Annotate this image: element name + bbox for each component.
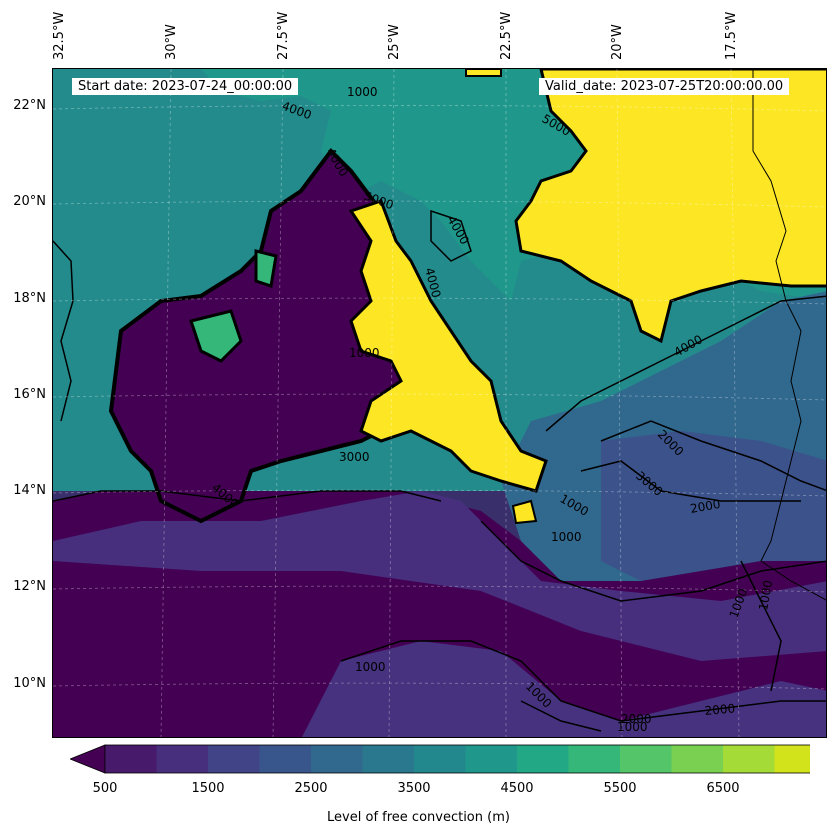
lat-label-14n: 14°N bbox=[13, 483, 46, 498]
contour-east-2000 bbox=[600, 420, 826, 492]
gridline-lat-10 bbox=[53, 682, 826, 690]
region-green-island-2 bbox=[254, 249, 278, 288]
lat-label-16n: 16°N bbox=[13, 387, 46, 402]
colorbar-segment bbox=[414, 745, 466, 773]
colorbar-segment bbox=[774, 745, 810, 773]
gridline-lat-22 bbox=[53, 105, 826, 112]
colorbar-segment bbox=[105, 745, 157, 773]
contour-label: 1000 bbox=[355, 660, 386, 674]
lon-label-20w: 20°W bbox=[610, 24, 625, 60]
colorbar-tick-2500: 2500 bbox=[294, 781, 328, 796]
region-yellow-small bbox=[511, 499, 538, 525]
colorbar-segment bbox=[311, 745, 363, 773]
gridline-lon-27-5 bbox=[272, 69, 284, 737]
region-yellow-tongue bbox=[348, 199, 548, 493]
lon-label-17-5w: 17.5°W bbox=[724, 11, 739, 60]
contour-label: 1000 bbox=[551, 530, 582, 544]
gridline-lat-12 bbox=[53, 585, 826, 593]
contour-label: 1000 bbox=[349, 346, 380, 360]
contour-label: 2000 bbox=[704, 701, 736, 718]
region-yellow-northeast bbox=[514, 69, 826, 344]
region-green-island bbox=[189, 309, 243, 363]
region-yellow-top bbox=[465, 69, 502, 77]
colorbar-tick-5500: 5500 bbox=[603, 781, 637, 796]
colorbar-tick-4500: 4500 bbox=[500, 781, 534, 796]
contour-label: 1000 bbox=[756, 579, 775, 612]
gridline-lat-18 bbox=[53, 297, 826, 305]
gridline-lon-17-5 bbox=[730, 69, 740, 737]
gridline-lat-14 bbox=[53, 489, 826, 497]
colorbar-tick-6500: 6500 bbox=[706, 781, 740, 796]
start-date-label: Start date: 2023-07-24_00:00:00 bbox=[72, 78, 299, 95]
lat-label-22n: 22°N bbox=[13, 98, 46, 113]
contour-label: 2000 bbox=[621, 712, 652, 726]
contour-label: 3000 bbox=[339, 450, 370, 464]
gridline-lat-16 bbox=[53, 393, 826, 401]
contour-north-4000 bbox=[430, 209, 472, 262]
colorbar-segment bbox=[517, 745, 569, 773]
lat-label-18n: 18°N bbox=[13, 291, 46, 306]
map-panel: 4000 5000 4000 4000 4000 1000 2000 3000 … bbox=[52, 68, 827, 738]
colorbar-outline bbox=[104, 744, 810, 774]
colorbar-tick-500: 500 bbox=[92, 781, 118, 796]
gridline-lon-25 bbox=[388, 69, 395, 737]
gridline-lat-20 bbox=[53, 200, 826, 208]
contour-lines bbox=[53, 209, 826, 732]
contour-east-3000 bbox=[580, 460, 801, 502]
contour-label: 1000 bbox=[347, 85, 378, 99]
lon-label-25w: 25°W bbox=[387, 24, 402, 60]
colorbar-tick-1500: 1500 bbox=[191, 781, 225, 796]
contour-east-1000 bbox=[740, 560, 782, 692]
colorbar-segment bbox=[156, 745, 209, 773]
lat-label-20n: 20°N bbox=[13, 194, 46, 209]
colorbar-segment bbox=[568, 745, 621, 773]
gridline-lon-20 bbox=[616, 69, 623, 737]
contour-east-4000 bbox=[545, 295, 826, 432]
gridline-lon-30 bbox=[160, 69, 172, 737]
colorbar-label: Level of free convection (m) bbox=[327, 810, 510, 825]
gridlines bbox=[53, 69, 826, 737]
colorbar-segment bbox=[723, 745, 775, 773]
colorbar-segment bbox=[465, 745, 518, 773]
lat-label-12n: 12°N bbox=[13, 579, 46, 594]
colorbar-arrow-min bbox=[70, 744, 106, 774]
africa-coastline bbox=[752, 69, 826, 601]
colorbar-tick-3500: 3500 bbox=[397, 781, 431, 796]
lon-label-32-5w: 32.5°W bbox=[52, 11, 67, 60]
colorbar-segment bbox=[259, 745, 312, 773]
contour-southwest-1000 bbox=[53, 490, 442, 502]
colorbar-segment bbox=[208, 745, 260, 773]
lon-label-30w: 30°W bbox=[164, 24, 179, 60]
contour-south-loop bbox=[520, 700, 602, 732]
lat-label-10n: 10°N bbox=[13, 676, 46, 691]
contour-label: 1000 bbox=[617, 720, 648, 734]
colorbar-segment bbox=[620, 745, 672, 773]
colorbar-segment bbox=[362, 745, 415, 773]
contour-south-2000 bbox=[340, 640, 826, 722]
lfc-contour-map: 4000 5000 4000 4000 4000 1000 2000 3000 … bbox=[53, 69, 826, 737]
lon-label-22-5w: 22.5°W bbox=[499, 11, 514, 60]
valid-date-label: Valid_date: 2023-07-25T20:00:00.00 bbox=[539, 78, 790, 95]
colorbar-segment bbox=[671, 745, 724, 773]
region-south-indigo bbox=[302, 641, 826, 737]
contour-south-1000 bbox=[480, 520, 826, 602]
contour-label: 2000 bbox=[689, 497, 722, 516]
colorbar bbox=[70, 744, 810, 774]
contour-west-edge bbox=[53, 240, 74, 422]
lon-label-27-5w: 27.5°W bbox=[276, 11, 291, 60]
